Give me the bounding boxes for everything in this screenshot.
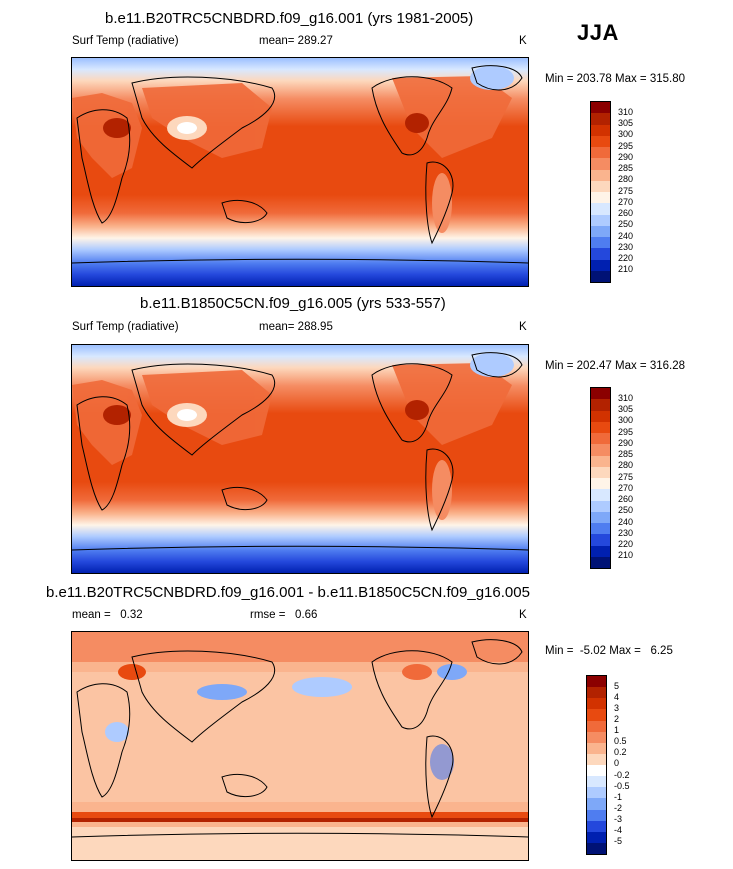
colorbar-tick: 310 — [618, 392, 634, 403]
colorbar-tick: 275 — [618, 185, 634, 196]
colorbar-tick: 295 — [618, 426, 634, 437]
panel-3-map-svg — [72, 632, 528, 860]
panel-2-minmax-label: Min = 202.47 Max = 316.28 — [545, 360, 686, 372]
season-label: JJA — [577, 20, 619, 45]
colorbar-tick: 290 — [618, 437, 634, 448]
panel-3-map — [71, 631, 529, 861]
panel-1-units-label: K — [519, 35, 527, 47]
colorbar-tick: 260 — [618, 208, 634, 218]
colorbar-tick: 4 — [614, 691, 620, 702]
colorbar-tick: 270 — [618, 196, 634, 207]
colorbar-tick: 5 — [614, 680, 620, 691]
colorbar-tick: 310 — [618, 106, 634, 117]
colorbar-tick: 230 — [618, 241, 634, 252]
colorbar-tick: 220 — [618, 253, 634, 263]
panel-1-title: b.e11.B20TRC5CNBDRD.f09_g16.001 (yrs 198… — [105, 10, 474, 27]
colorbar-tick: 0.5 — [614, 736, 627, 747]
colorbar-tick: -4 — [614, 825, 623, 836]
colorbar-tick: 2 — [614, 713, 620, 724]
colorbar-tick: 240 — [618, 230, 634, 241]
colorbar-tick: -0.2 — [614, 769, 630, 780]
panel-1-map-svg — [72, 58, 528, 286]
colorbar-tick: -2 — [614, 802, 623, 813]
panel-2-colorbar — [590, 387, 611, 569]
panel-3-minmax-label: Min = -5.02 Max = 6.25 — [545, 645, 673, 657]
panel-1-colorbar — [590, 101, 611, 283]
panel-1-map — [71, 57, 529, 287]
colorbar-tick: -0.5 — [614, 780, 630, 791]
colorbar-tick: 285 — [618, 449, 634, 459]
panel-3-title: b.e11.B20TRC5CNBDRD.f09_g16.001 - b.e11.… — [46, 584, 530, 601]
colorbar-tick: 250 — [618, 219, 634, 230]
panel-3-mean-label: mean = 0.32 — [72, 609, 143, 621]
colorbar-tick: 290 — [618, 151, 634, 162]
colorbar-tick: 305 — [618, 118, 634, 128]
colorbar-tick: 295 — [618, 140, 634, 151]
colorbar-tick: 220 — [618, 539, 634, 549]
colorbar-tick: 3 — [614, 702, 620, 713]
panel-3-rmse-label: rmse = 0.66 — [250, 609, 318, 621]
colorbar-tick: 260 — [618, 494, 634, 504]
colorbar-tick: 300 — [618, 415, 634, 426]
panel-1-variable-label: Surf Temp (radiative) — [72, 35, 179, 47]
panel-1-minmax-label: Min = 203.78 Max = 315.80 — [545, 73, 686, 85]
colorbar-tick: 305 — [618, 404, 634, 414]
colorbar-tick: 275 — [618, 471, 634, 482]
colorbar-tick: 300 — [618, 129, 634, 140]
panel-1-mean-label: mean= 289.27 — [259, 35, 333, 47]
panel-2-mean-label: mean= 288.95 — [259, 321, 333, 333]
colorbar-tick: 0.2 — [614, 747, 627, 758]
panel-2-title: b.e11.B1850C5CN.f09_g16.005 (yrs 533-557… — [140, 295, 446, 312]
colorbar-tick: 230 — [618, 527, 634, 538]
panel-2-map-svg — [72, 345, 528, 573]
colorbar-tick: 240 — [618, 516, 634, 527]
colorbar-tick: 0 — [614, 758, 620, 769]
colorbar-tick: 270 — [618, 482, 634, 493]
colorbar-tick: 250 — [618, 505, 634, 516]
colorbar-tick: 280 — [618, 174, 634, 185]
colorbar-tick: 280 — [618, 460, 634, 471]
panel-2-variable-label: Surf Temp (radiative) — [72, 321, 179, 333]
colorbar-tick: 285 — [618, 163, 634, 173]
colorbar-tick: 210 — [618, 264, 634, 275]
colorbar-tick: -5 — [614, 836, 623, 847]
colorbar-tick: 210 — [618, 550, 634, 561]
panel-3-units-label: K — [519, 609, 527, 621]
panel-2-units-label: K — [519, 321, 527, 333]
colorbar-tick: -3 — [614, 814, 623, 824]
colorbar-tick: 1 — [614, 725, 620, 735]
panel-3-colorbar — [586, 675, 607, 855]
colorbar-tick: -1 — [614, 791, 623, 802]
panel-2-map — [71, 344, 529, 574]
